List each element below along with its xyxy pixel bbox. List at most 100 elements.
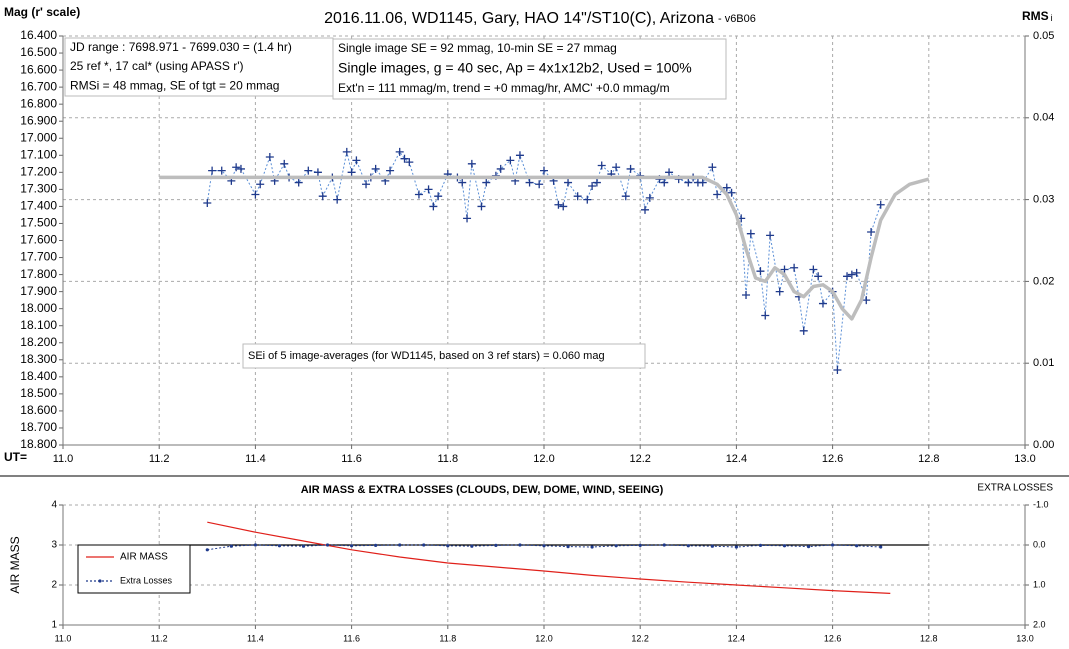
axis-frame xyxy=(62,505,1026,626)
x-tick-label: 12.2 xyxy=(629,453,650,465)
data-point xyxy=(525,178,534,187)
data-point xyxy=(208,166,217,175)
y-tick-label: 2 xyxy=(51,580,57,591)
data-point xyxy=(280,159,289,168)
data-point xyxy=(347,168,356,177)
data-point xyxy=(742,291,751,300)
data-point xyxy=(446,544,450,548)
data-point xyxy=(535,180,544,189)
data-point xyxy=(496,164,505,173)
data-point xyxy=(434,192,443,201)
y2-tick-label: 0.01 xyxy=(1033,357,1054,369)
y-tick-label: 18.500 xyxy=(20,386,57,400)
series-line xyxy=(206,150,882,371)
y-tick-label: 16.600 xyxy=(20,62,57,76)
data-point xyxy=(482,178,491,187)
data-point xyxy=(583,195,592,204)
x-tick-label: 12.6 xyxy=(824,633,842,643)
y-tick-label: 16.700 xyxy=(20,79,57,93)
legend-label: AIR MASS xyxy=(120,552,168,563)
data-point xyxy=(470,544,474,548)
data-point xyxy=(597,161,606,170)
annotation-box xyxy=(242,343,646,369)
data-point xyxy=(588,181,597,190)
y2-label-sub: i xyxy=(1051,13,1053,23)
data-point xyxy=(494,543,498,548)
data-point xyxy=(876,200,885,209)
y-tick-label: 17.300 xyxy=(20,182,57,196)
annotation-box xyxy=(64,37,334,97)
data-point xyxy=(833,366,842,375)
data-point xyxy=(559,202,568,211)
legend-box xyxy=(77,544,191,594)
data-point xyxy=(746,229,755,238)
data-point xyxy=(782,544,787,548)
x-tick-label: 11.8 xyxy=(439,633,456,643)
data-point xyxy=(852,268,861,277)
data-point xyxy=(554,200,563,209)
data-point xyxy=(429,202,438,211)
data-point xyxy=(256,180,265,189)
data-point xyxy=(809,265,818,274)
x-tick-label: 12.2 xyxy=(631,633,649,643)
data-point xyxy=(847,270,856,279)
data-point xyxy=(799,326,808,335)
data-point xyxy=(708,163,717,172)
data-point xyxy=(713,190,722,199)
x-tick-label: 11.2 xyxy=(149,453,170,465)
data-point xyxy=(665,168,674,177)
x-tick-label: 12.4 xyxy=(728,633,746,643)
y-tick-label: 18.200 xyxy=(20,335,57,349)
data-point xyxy=(424,185,433,194)
data-point xyxy=(573,192,582,201)
data-point xyxy=(477,202,486,211)
y-tick-label: 17.700 xyxy=(20,250,57,264)
data-point xyxy=(638,543,642,548)
x-axis-label: UT= xyxy=(4,450,27,464)
data-point xyxy=(660,178,669,187)
data-point xyxy=(814,272,823,281)
y-tick-label: 17.600 xyxy=(20,233,57,247)
x-tick-label: 11.0 xyxy=(55,633,72,643)
data-point xyxy=(566,545,570,549)
data-point xyxy=(722,183,731,192)
y2-tick-label: 0.05 xyxy=(1033,30,1054,42)
y-tick-label: 18.000 xyxy=(20,301,57,315)
annotation-box xyxy=(332,38,727,100)
x-tick-label: 11.6 xyxy=(343,633,360,643)
axis-frame xyxy=(62,36,1026,446)
data-point xyxy=(265,152,274,161)
y-tick-label: 17.200 xyxy=(20,165,57,179)
data-point xyxy=(843,272,852,281)
data-point xyxy=(710,544,714,548)
data-point xyxy=(855,544,859,548)
data-point xyxy=(790,263,799,272)
x-tick-label: 12.6 xyxy=(822,453,843,465)
y-axis-label: Mag (r' scale) xyxy=(4,5,80,19)
y2-tick-label: 0.02 xyxy=(1033,275,1054,287)
data-point xyxy=(374,543,378,548)
data-point xyxy=(301,544,306,548)
chart-title: AIR MASS & EXTRA LOSSES (CLOUDS, DEW, DO… xyxy=(301,484,664,496)
annotation-text: SEi of 5 image-averages (for WD1145, bas… xyxy=(248,350,605,362)
annotation-text: 25 ref *, 17 cal* (using APASS r') xyxy=(70,59,243,73)
x-tick-label: 11.2 xyxy=(151,633,168,643)
data-point xyxy=(515,151,524,160)
data-point xyxy=(467,159,476,168)
data-point xyxy=(775,287,784,296)
data-point xyxy=(761,311,770,320)
data-point xyxy=(277,544,282,548)
y2-tick-label: -1.0 xyxy=(1033,499,1049,509)
title-main: 2016.11.06, WD1145, Gary, HAO 14"/ST10(C… xyxy=(324,10,714,27)
data-point xyxy=(229,544,233,548)
annotation-text: RMSi = 48 mmag, SE of tgt = 20 mmag xyxy=(70,79,279,93)
annotation-text: Ext'n = 111 mmag/m, trend = +0 mmag/hr, … xyxy=(338,81,670,95)
data-point xyxy=(684,178,693,187)
y-tick-label: 16.800 xyxy=(20,96,57,110)
x-tick-label: 12.8 xyxy=(918,453,939,465)
data-point xyxy=(698,178,707,187)
data-point xyxy=(590,545,594,549)
y2-tick-label: 1.0 xyxy=(1033,579,1046,589)
data-point xyxy=(758,543,763,548)
